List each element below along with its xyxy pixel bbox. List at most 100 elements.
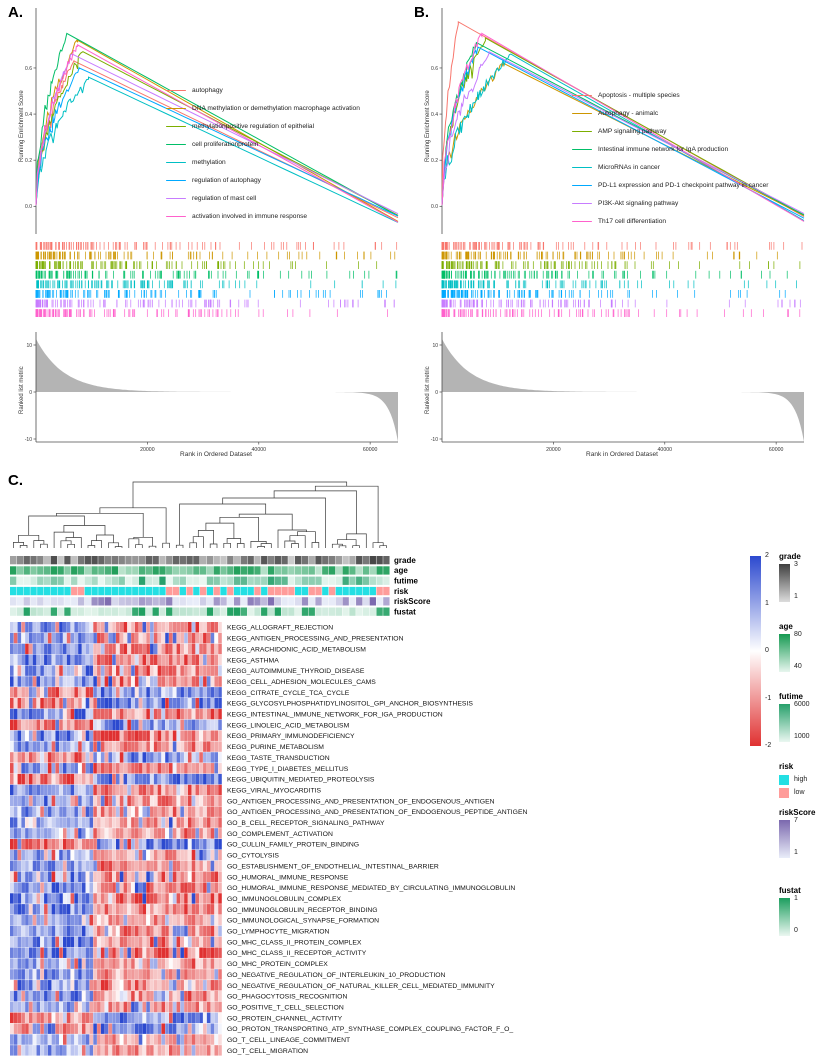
legend-tick-min: 1000: [794, 733, 810, 740]
enrichment-curve: [441, 51, 805, 215]
enrichment-curve: [441, 53, 805, 221]
legend-item: autophagy: [166, 87, 360, 94]
barcode-row: [35, 309, 388, 317]
legend-label: regulation of mast cell: [192, 195, 257, 202]
x-tick-label: 40000: [252, 447, 267, 453]
legend-line-swatch: [166, 215, 186, 218]
annotation-label: risk: [394, 587, 409, 596]
es-y-tick-label: 0.0: [431, 204, 438, 210]
legend-label: Intestinal immune network for IgA produc…: [598, 146, 729, 153]
legend-line-swatch: [166, 161, 186, 164]
legend-line-swatch: [572, 130, 592, 133]
gsea-plot-b: 0.0 0.2 0.4 0.6 10 0 -10 20000 40000 60000: [431, 8, 805, 453]
legend-item: Autophagy - animalc: [572, 110, 768, 117]
legend-title-age: age: [779, 622, 793, 631]
value-colorbar: [750, 556, 761, 746]
barcode-row: [441, 290, 786, 298]
panel-b-x-axis-label: Rank in Ordered Dataset: [586, 451, 658, 458]
barcode-row: [35, 299, 395, 308]
barcode-row: [36, 280, 397, 289]
metric-y-tick-label: -10: [25, 437, 32, 443]
barcode-row: [441, 299, 801, 308]
legend-item: MicroRNAs in cancer: [572, 164, 768, 171]
heatmap-row-label: GO_ANTIGEN_PROCESSING_AND_PRESENTATION_O…: [227, 798, 495, 805]
heatmap-row-label: KEGG_INTESTINAL_IMMUNE_NETWORK_FOR_IGA_P…: [227, 712, 443, 719]
panel-a: A. Running Enrichment Score Ranked list …: [6, 2, 406, 466]
legend-gradient-grade: [779, 564, 790, 602]
panel-b: B. Running Enrichment Score Ranked list …: [412, 2, 812, 466]
enrichment-curves: [35, 32, 399, 223]
legend-gradient-fustat: [779, 898, 790, 936]
heatmap-row-label: GO_MHC_CLASS_II_PROTEIN_COMPLEX: [227, 939, 362, 946]
x-tick-label: 60000: [769, 447, 784, 453]
heatmap-row-label: GO_HUMORAL_IMMUNE_RESPONSE_MEDIATED_BY_C…: [227, 885, 515, 892]
legend-title-risk: risk: [779, 762, 794, 771]
legend-label: PD-L1 expression and PD-1 checkpoint pat…: [598, 182, 769, 189]
legend-swatch-low: [779, 788, 789, 798]
legend-label: PI3K-Akt signaling pathway: [598, 200, 679, 207]
annotation-track-risk: [10, 586, 390, 596]
heatmap-row-label: KEGG_GLYCOSYLPHOSPHATIDYLINOSITOL_GPI_AN…: [227, 701, 473, 708]
panel-c-label: C.: [8, 472, 23, 489]
legend-title-fustat: fustat: [779, 886, 801, 895]
legend-line-swatch: [572, 94, 592, 97]
legend-item: regulation of mast cell: [166, 195, 360, 202]
heatmap-row-label: GO_HUMORAL_IMMUNE_RESPONSE: [227, 874, 349, 881]
panel-c: C. grade age futime risk riskScore fustat KEGG…: [0, 468, 825, 1060]
heatmap-row-label: KEGG_AUTOIMMUNE_THYROID_DISEASE: [227, 668, 365, 675]
heatmap-row-label: GO_PROTON_TRANSPORTING_ATP_SYNTHASE_COMP…: [227, 1026, 513, 1033]
legend-label: AMP signaling pathway: [598, 128, 667, 135]
barcode-row: [35, 290, 387, 298]
heatmap-cells: [10, 622, 222, 1056]
legend-item: regulation of autophagy: [166, 177, 360, 184]
heatmap-row-label: GO_CYTOLYSIS: [227, 853, 279, 860]
legend-line-swatch: [572, 112, 592, 115]
heatmap-row-label: GO_IMMUNOGLOBULIN_RECEPTOR_BINDING: [227, 907, 378, 914]
metric-y-tick-label: -10: [431, 437, 438, 443]
legend-line-swatch: [166, 197, 186, 200]
legend-line-swatch: [166, 179, 186, 182]
metric-y-tick-label: 10: [26, 343, 32, 349]
legend-item: AMP signaling pathway: [572, 128, 768, 135]
value-colorbar-tick: 2: [765, 552, 769, 559]
legend-tick-max: 1: [794, 895, 798, 902]
legend-item: methylation: [166, 159, 360, 166]
annotation-track-riskScore: [10, 597, 390, 606]
value-colorbar-tick: 1: [765, 600, 769, 607]
legend-line-swatch: [166, 125, 186, 128]
legend-line-swatch: [572, 202, 592, 205]
ranked-metric-area: [36, 338, 398, 442]
barcode-row: [441, 309, 801, 317]
panel-a-label: A.: [8, 4, 23, 21]
annotation-label: grade: [394, 556, 416, 565]
legend-line-swatch: [572, 148, 592, 151]
heatmap-row-label: KEGG_ASTHMA: [227, 657, 279, 664]
heatmap-row-label: GO_T_CELL_LINEAGE_COMMITMENT: [227, 1037, 350, 1044]
es-y-tick-label: 0.4: [431, 112, 438, 118]
es-y-tick-label: 0.6: [431, 66, 438, 72]
enrichment-curve: [35, 66, 399, 217]
heatmap-row-label: KEGG_VIRAL_MYOCARDITIS: [227, 788, 322, 795]
legend-gradient-age: [779, 634, 790, 672]
enrichment-curves: [441, 20, 805, 222]
legend-label: Apoptosis - multiple species: [598, 92, 680, 99]
legend-tick-max: 6000: [794, 701, 810, 708]
legend-line-swatch: [572, 184, 592, 187]
heatmap-row-label: KEGG_PURINE_METABOLISM: [227, 744, 324, 751]
annotation-label: age: [394, 566, 408, 575]
heatmap-row-label: KEGG_ARACHIDONIC_ACID_METABOLISM: [227, 646, 366, 653]
enrichment-curve: [441, 46, 805, 219]
legend-label: DNA methylation or demethylation macroph…: [192, 105, 360, 112]
heatmap-row-label: KEGG_ANTIGEN_PROCESSING_AND_PRESENTATION: [227, 636, 404, 643]
annotation-track-futime: [10, 576, 390, 585]
legend-item-label: low: [794, 789, 805, 796]
heatmap-row-label: GO_ESTABLISHMENT_OF_ENDOTHELIAL_INTESTIN…: [227, 863, 439, 870]
metric-y-tick-label: 0: [29, 390, 32, 396]
ranked-metric-area: [442, 338, 804, 442]
legend-item: Apoptosis - multiple species: [572, 92, 768, 99]
barcode-row: [441, 280, 797, 289]
legend-line-swatch: [166, 89, 186, 92]
legend-line-swatch: [572, 166, 592, 169]
heatmap-row-label: KEGG_ALLOGRAFT_REJECTION: [227, 625, 333, 632]
heatmap-row-label: GO_PHAGOCYTOSIS_RECOGNITION: [227, 994, 347, 1001]
